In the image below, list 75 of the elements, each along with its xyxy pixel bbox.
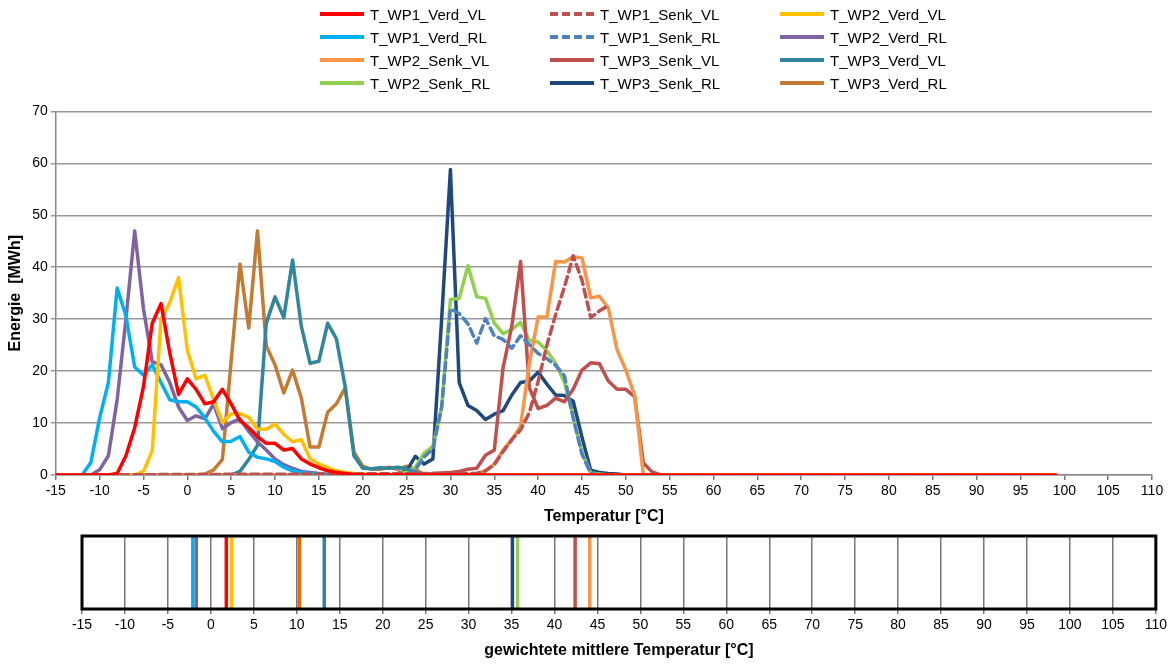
x-tick-label: 70	[804, 616, 821, 633]
x-tick-label: 10	[267, 482, 284, 499]
y-axis-title: Energie [MWh]	[6, 234, 24, 352]
x-tick-label: 80	[881, 482, 897, 499]
x-tick-label: 30	[442, 482, 459, 499]
x-tick-label: 105	[1096, 482, 1121, 499]
x-tick-label: 105	[1101, 616, 1125, 633]
y-tick-label: 50	[32, 206, 48, 223]
legend-label: T_WP3_Senk_VL	[600, 51, 720, 69]
x-tick-label: 5	[249, 616, 258, 633]
x-tick-label: 70	[793, 482, 810, 499]
legend-label: T_WP2_Senk_VL	[370, 51, 490, 69]
x-tick-label: -5	[161, 616, 175, 633]
x-tick-label: 100	[1052, 482, 1077, 499]
x-axis-title: gewichtete mittlere Temperatur [°C]	[484, 640, 754, 658]
x-tick-label: 50	[618, 482, 634, 499]
y-tick-label: 60	[32, 154, 48, 171]
x-tick-label: 95	[1012, 482, 1029, 499]
x-tick-label: 40	[530, 482, 547, 499]
legend-label: T_WP1_Verd_RL	[370, 28, 487, 46]
legend-label: T_WP2_Verd_RL	[830, 28, 947, 46]
x-tick-label: 25	[417, 616, 434, 633]
x-tick-label: 30	[460, 616, 477, 633]
x-tick-label: 110	[1140, 482, 1164, 499]
x-tick-label: 25	[398, 482, 415, 499]
legend-label: T_WP3_Senk_RL	[600, 74, 721, 92]
legend-label: T_WP1_Verd_VL	[370, 5, 486, 23]
y-tick-label: 30	[32, 310, 48, 327]
y-tick-label: 10	[32, 413, 48, 430]
y-tick-label: 0	[39, 465, 48, 482]
x-tick-label: 95	[1019, 616, 1035, 633]
y-tick-label: 70	[32, 102, 48, 119]
legend-label: T_WP1_Senk_RL	[600, 28, 721, 46]
x-tick-label: 20	[354, 482, 371, 499]
x-tick-label: 10	[288, 616, 305, 633]
x-tick-label: 100	[1058, 616, 1082, 633]
x-tick-label: 75	[837, 482, 854, 499]
x-tick-label: 40	[546, 616, 563, 633]
x-tick-label: 75	[847, 616, 864, 633]
x-tick-label: 60	[705, 482, 722, 499]
x-tick-label: 55	[661, 482, 678, 499]
x-tick-label: -15	[71, 616, 93, 633]
x-tick-label: 45	[589, 616, 606, 633]
x-tick-label: -10	[89, 482, 110, 499]
x-tick-label: 85	[924, 482, 941, 499]
legend-label: T_WP3_Verd_RL	[830, 74, 947, 92]
x-tick-label: 15	[311, 482, 327, 499]
x-tick-label: 35	[486, 482, 503, 499]
x-tick-label: -10	[114, 616, 136, 633]
x-tick-label: -5	[137, 482, 150, 499]
legend-label: T_WP2_Senk_RL	[370, 74, 491, 92]
x-tick-label: 0	[206, 616, 215, 633]
x-tick-label: -15	[45, 482, 67, 499]
x-tick-label: 60	[718, 616, 735, 633]
x-tick-label: 45	[574, 482, 590, 499]
x-axis-title: Temperatur [°C]	[543, 506, 664, 524]
x-tick-label: 90	[968, 482, 985, 499]
x-tick-label: 50	[632, 616, 649, 633]
x-tick-label: 0	[183, 482, 192, 499]
x-tick-label: 110	[1144, 616, 1168, 633]
x-tick-label: 65	[749, 482, 766, 499]
x-tick-label: 80	[890, 616, 907, 633]
x-tick-label: 35	[503, 616, 520, 633]
x-tick-label: 85	[933, 616, 950, 633]
x-tick-label: 15	[331, 616, 348, 633]
x-tick-label: 65	[761, 616, 778, 633]
y-tick-label: 40	[32, 258, 48, 275]
x-tick-label: 90	[976, 616, 993, 633]
x-tick-label: 55	[675, 616, 692, 633]
legend-label: T_WP2_Verd_VL	[830, 5, 946, 23]
legend-label: T_WP3_Verd_VL	[830, 51, 946, 69]
legend-label: T_WP1_Senk_VL	[600, 5, 720, 23]
x-tick-label: 20	[374, 616, 391, 633]
x-tick-label: 5	[227, 482, 236, 499]
y-tick-label: 20	[32, 361, 48, 378]
